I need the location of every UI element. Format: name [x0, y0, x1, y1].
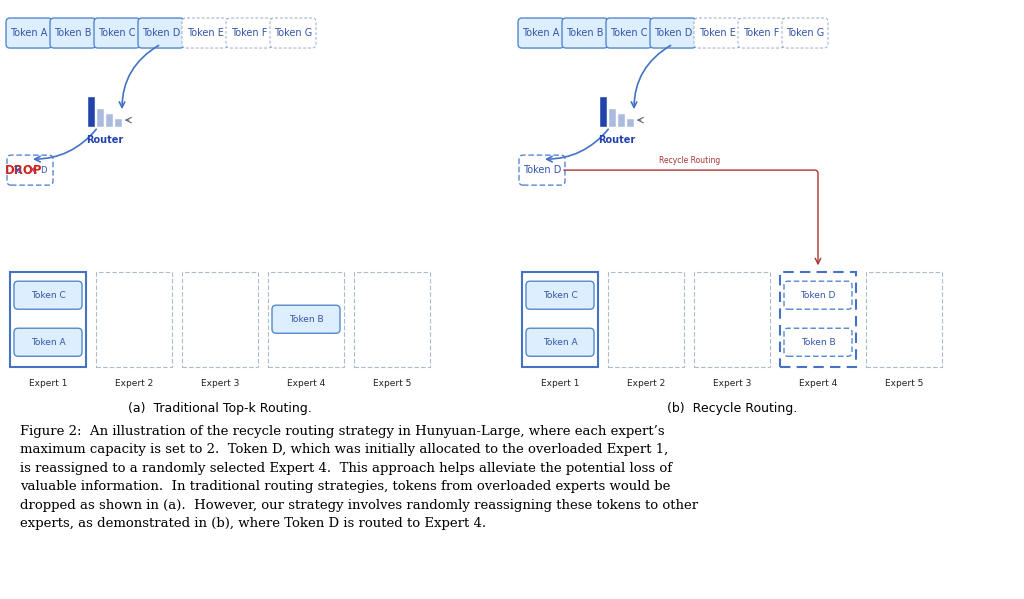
Text: Expert 2: Expert 2: [627, 379, 666, 388]
Text: (b)  Recycle Routing.: (b) Recycle Routing.: [667, 403, 797, 415]
Text: Token B: Token B: [566, 28, 604, 38]
Text: (a)  Traditional Top-k Routing.: (a) Traditional Top-k Routing.: [128, 403, 312, 415]
Text: Token A: Token A: [31, 338, 66, 347]
FancyBboxPatch shape: [6, 18, 52, 48]
Text: Expert 4: Expert 4: [287, 379, 326, 388]
Bar: [609, 109, 616, 127]
Text: Figure 2:  An illustration of the recycle routing strategy in Hunyuan-Large, whe: Figure 2: An illustration of the recycle…: [20, 425, 698, 530]
FancyBboxPatch shape: [226, 18, 272, 48]
FancyBboxPatch shape: [182, 18, 228, 48]
Text: Token G: Token G: [785, 28, 824, 38]
Bar: [618, 114, 625, 127]
Bar: [600, 97, 607, 127]
Text: Router: Router: [598, 135, 636, 145]
Text: Token B: Token B: [801, 338, 836, 347]
Text: Token C: Token C: [610, 28, 648, 38]
Text: Expert 1: Expert 1: [29, 379, 68, 388]
Text: Expert 4: Expert 4: [799, 379, 838, 388]
Bar: [354, 272, 430, 367]
Text: Token D: Token D: [653, 28, 692, 38]
FancyBboxPatch shape: [138, 18, 184, 48]
Bar: [115, 119, 122, 127]
Text: Router: Router: [86, 135, 124, 145]
FancyBboxPatch shape: [94, 18, 140, 48]
FancyBboxPatch shape: [606, 18, 652, 48]
Text: Token D: Token D: [523, 165, 561, 175]
Text: D: D: [40, 165, 46, 175]
Text: Token E: Token E: [698, 28, 735, 38]
Text: DROP: DROP: [5, 164, 43, 177]
Text: Token B: Token B: [289, 314, 324, 323]
Bar: [182, 272, 258, 367]
FancyBboxPatch shape: [14, 328, 82, 356]
FancyBboxPatch shape: [784, 328, 852, 356]
Bar: [97, 109, 104, 127]
Text: Token C: Token C: [31, 291, 66, 300]
Text: Expert 5: Expert 5: [373, 379, 412, 388]
Text: Token F: Token F: [742, 28, 779, 38]
Bar: [106, 114, 113, 127]
FancyBboxPatch shape: [272, 305, 340, 333]
Text: Token B: Token B: [54, 28, 92, 38]
Text: Token A: Token A: [522, 28, 560, 38]
FancyBboxPatch shape: [782, 18, 828, 48]
FancyBboxPatch shape: [694, 18, 740, 48]
FancyBboxPatch shape: [526, 328, 594, 356]
FancyBboxPatch shape: [738, 18, 784, 48]
Text: Token C: Token C: [543, 291, 578, 300]
Text: Token C: Token C: [98, 28, 136, 38]
FancyBboxPatch shape: [14, 281, 82, 309]
FancyBboxPatch shape: [50, 18, 96, 48]
Bar: [694, 272, 770, 367]
Bar: [522, 272, 598, 367]
Text: Token F: Token F: [230, 28, 267, 38]
Bar: [88, 97, 95, 127]
Text: ✕: ✕: [25, 162, 37, 178]
Text: Token D: Token D: [141, 28, 180, 38]
Text: Token G: Token G: [273, 28, 312, 38]
FancyBboxPatch shape: [526, 281, 594, 309]
Bar: [10, 272, 86, 367]
FancyBboxPatch shape: [7, 155, 53, 185]
Bar: [780, 272, 856, 367]
Text: Token A: Token A: [543, 338, 578, 347]
Bar: [96, 272, 172, 367]
Text: Expert 1: Expert 1: [541, 379, 580, 388]
Bar: [608, 272, 684, 367]
Text: Expert 5: Expert 5: [885, 379, 924, 388]
Text: Expert 3: Expert 3: [201, 379, 240, 388]
FancyBboxPatch shape: [518, 18, 564, 48]
Text: Token D: Token D: [801, 291, 836, 300]
Text: Expert 3: Expert 3: [713, 379, 752, 388]
Text: Token A: Token A: [10, 28, 48, 38]
Bar: [627, 119, 634, 127]
FancyBboxPatch shape: [650, 18, 696, 48]
FancyBboxPatch shape: [562, 18, 608, 48]
FancyBboxPatch shape: [784, 281, 852, 309]
Text: Expert 2: Expert 2: [115, 379, 154, 388]
Text: To: To: [13, 165, 22, 175]
Text: Recycle Routing: Recycle Routing: [658, 156, 720, 165]
Bar: [866, 272, 942, 367]
FancyBboxPatch shape: [270, 18, 316, 48]
Bar: [268, 272, 344, 367]
FancyBboxPatch shape: [519, 155, 565, 185]
Text: Token E: Token E: [186, 28, 223, 38]
